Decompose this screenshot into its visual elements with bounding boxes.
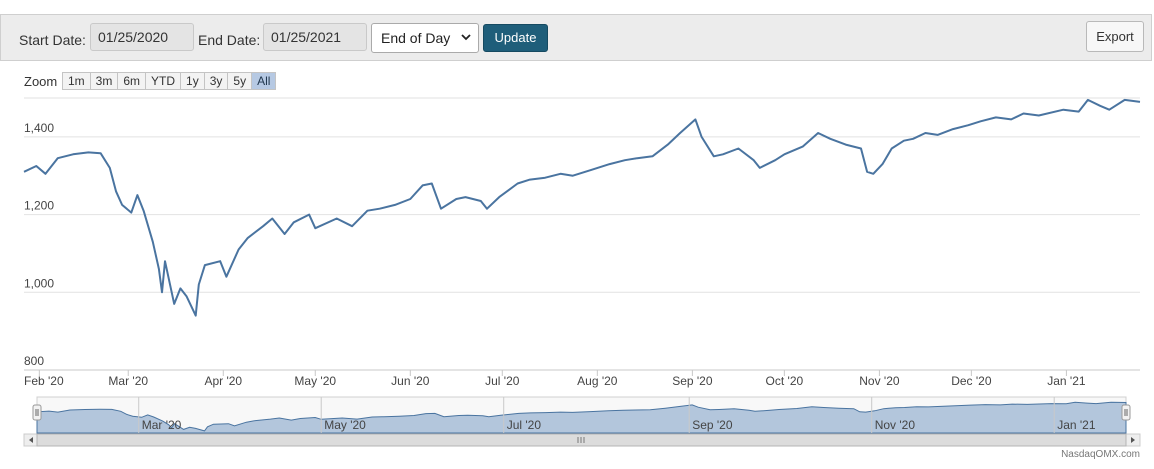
y-tick-label: 1,200 xyxy=(24,199,54,213)
interval-select[interactable]: End of Day xyxy=(371,23,479,53)
x-tick-label: May '20 xyxy=(294,374,336,388)
zoom-button-6m[interactable]: 6m xyxy=(118,73,147,89)
zoom-button-1y[interactable]: 1y xyxy=(181,73,205,89)
end-date-label: End Date: xyxy=(198,32,261,48)
scrollbar-thumb[interactable] xyxy=(36,433,1127,447)
x-tick-label: Jun '20 xyxy=(391,374,430,388)
x-tick-label: Dec '20 xyxy=(951,374,992,388)
end-date-field[interactable]: 01/25/2021 xyxy=(263,23,367,51)
navigator-area xyxy=(36,401,1127,434)
zoom-button-5y[interactable]: 5y xyxy=(228,73,253,89)
navigator-tick-label: Nov '20 xyxy=(875,418,916,432)
x-tick-label: Aug '20 xyxy=(577,374,618,388)
navigator-handle-right[interactable] xyxy=(1121,404,1131,421)
x-tick-label: Jan '21 xyxy=(1047,374,1086,388)
navigator-handle-left[interactable] xyxy=(32,404,42,421)
zoom-button-group: 1m 3m 6m YTD 1y 3y 5y All xyxy=(62,72,277,90)
chevron-down-icon xyxy=(461,34,471,41)
zoom-button-ytd[interactable]: YTD xyxy=(146,73,182,89)
interval-select-value: End of Day xyxy=(381,30,451,46)
start-date-field[interactable]: 01/25/2020 xyxy=(90,23,194,51)
y-tick-label: 1,000 xyxy=(24,276,54,290)
chart-toolbar: Start Date: 01/25/2020 End Date: 01/25/2… xyxy=(0,14,1152,61)
export-button[interactable]: Export xyxy=(1086,21,1144,52)
navigator-tick-label: Jan '21 xyxy=(1057,418,1096,432)
zoom-button-1m[interactable]: 1m xyxy=(63,73,91,89)
navigator-tick-label: May '20 xyxy=(324,418,366,432)
x-tick-label: Sep '20 xyxy=(672,374,713,388)
zoom-button-3m[interactable]: 3m xyxy=(90,73,119,89)
navigator-frame xyxy=(36,396,1127,434)
update-button[interactable]: Update xyxy=(483,24,548,52)
x-tick-label: Oct '20 xyxy=(766,374,804,388)
scroll-right-arrow-icon[interactable] xyxy=(1131,437,1135,443)
y-tick-label: 1,400 xyxy=(24,121,54,135)
zoom-label: Zoom xyxy=(24,74,58,89)
y-tick-label: 800 xyxy=(24,354,44,368)
x-tick-label: Feb '20 xyxy=(24,374,64,388)
navigator-tick-label: Jul '20 xyxy=(507,418,542,432)
price-series-line xyxy=(23,98,1141,317)
navigator-tick-label: Sep '20 xyxy=(692,418,733,432)
scroll-left-arrow-icon[interactable] xyxy=(29,437,33,443)
start-date-label: Start Date: xyxy=(19,32,86,48)
scrollbar-track xyxy=(23,433,1141,447)
x-tick-label: Jul '20 xyxy=(485,374,520,388)
x-tick-label: Mar '20 xyxy=(108,374,148,388)
zoom-button-all[interactable]: All xyxy=(252,73,276,89)
x-tick-label: Apr '20 xyxy=(204,374,242,388)
chart-credit: NasdaqOMX.com xyxy=(1061,449,1140,460)
navigator-tick-label: Mar '20 xyxy=(142,418,182,432)
x-tick-label: Nov '20 xyxy=(859,374,900,388)
zoom-button-3y[interactable]: 3y xyxy=(204,73,229,89)
